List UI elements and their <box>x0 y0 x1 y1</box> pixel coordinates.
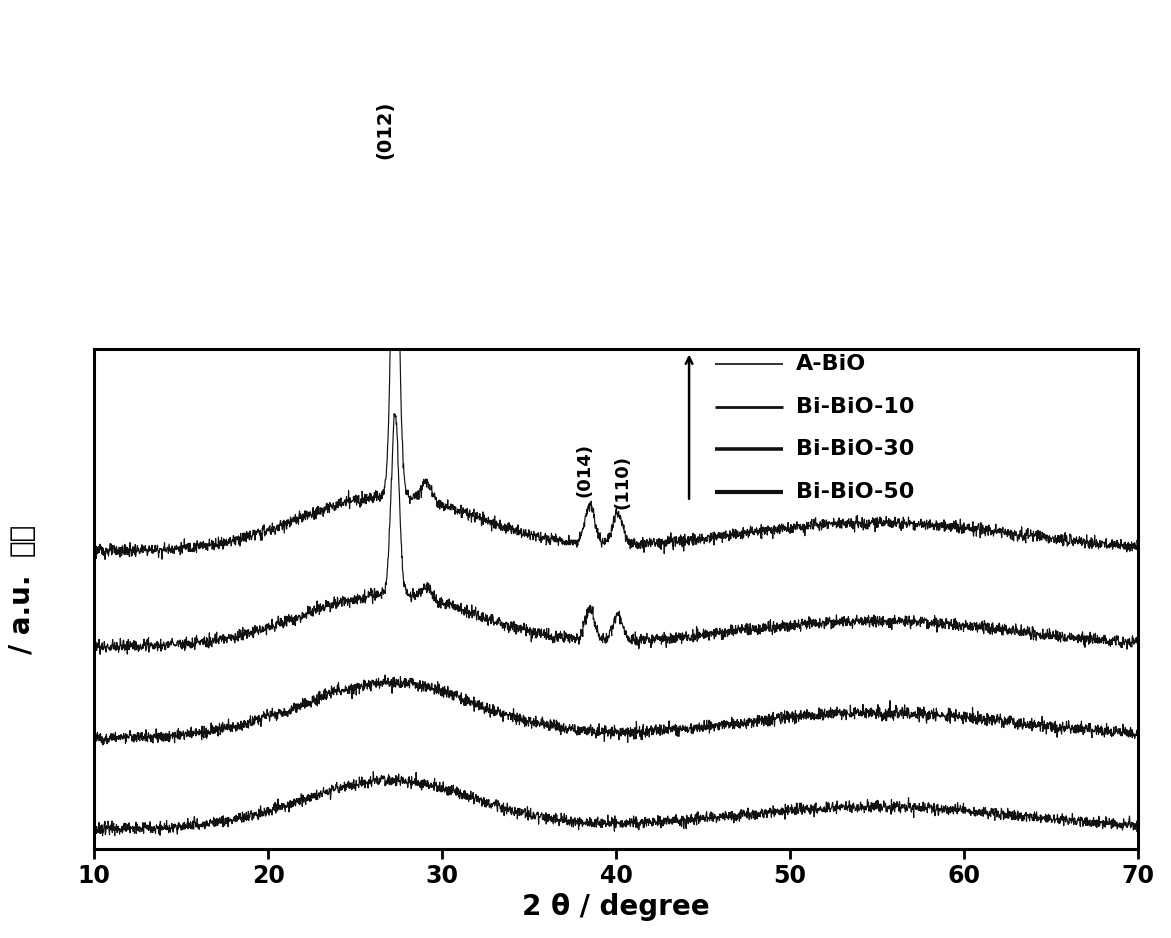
Text: / a.u.: / a.u. <box>7 574 35 654</box>
Text: Bi-BiO-10: Bi-BiO-10 <box>795 397 915 416</box>
X-axis label: 2 θ / degree: 2 θ / degree <box>522 893 710 921</box>
Text: (014): (014) <box>576 443 594 497</box>
Text: 强度: 强度 <box>7 522 35 556</box>
Text: (012): (012) <box>375 101 395 159</box>
Text: (110): (110) <box>614 455 632 509</box>
Text: Bi-BiO-30: Bi-BiO-30 <box>795 439 913 459</box>
Text: Bi-BiO-50: Bi-BiO-50 <box>795 481 913 502</box>
Text: A-BiO: A-BiO <box>795 355 865 374</box>
